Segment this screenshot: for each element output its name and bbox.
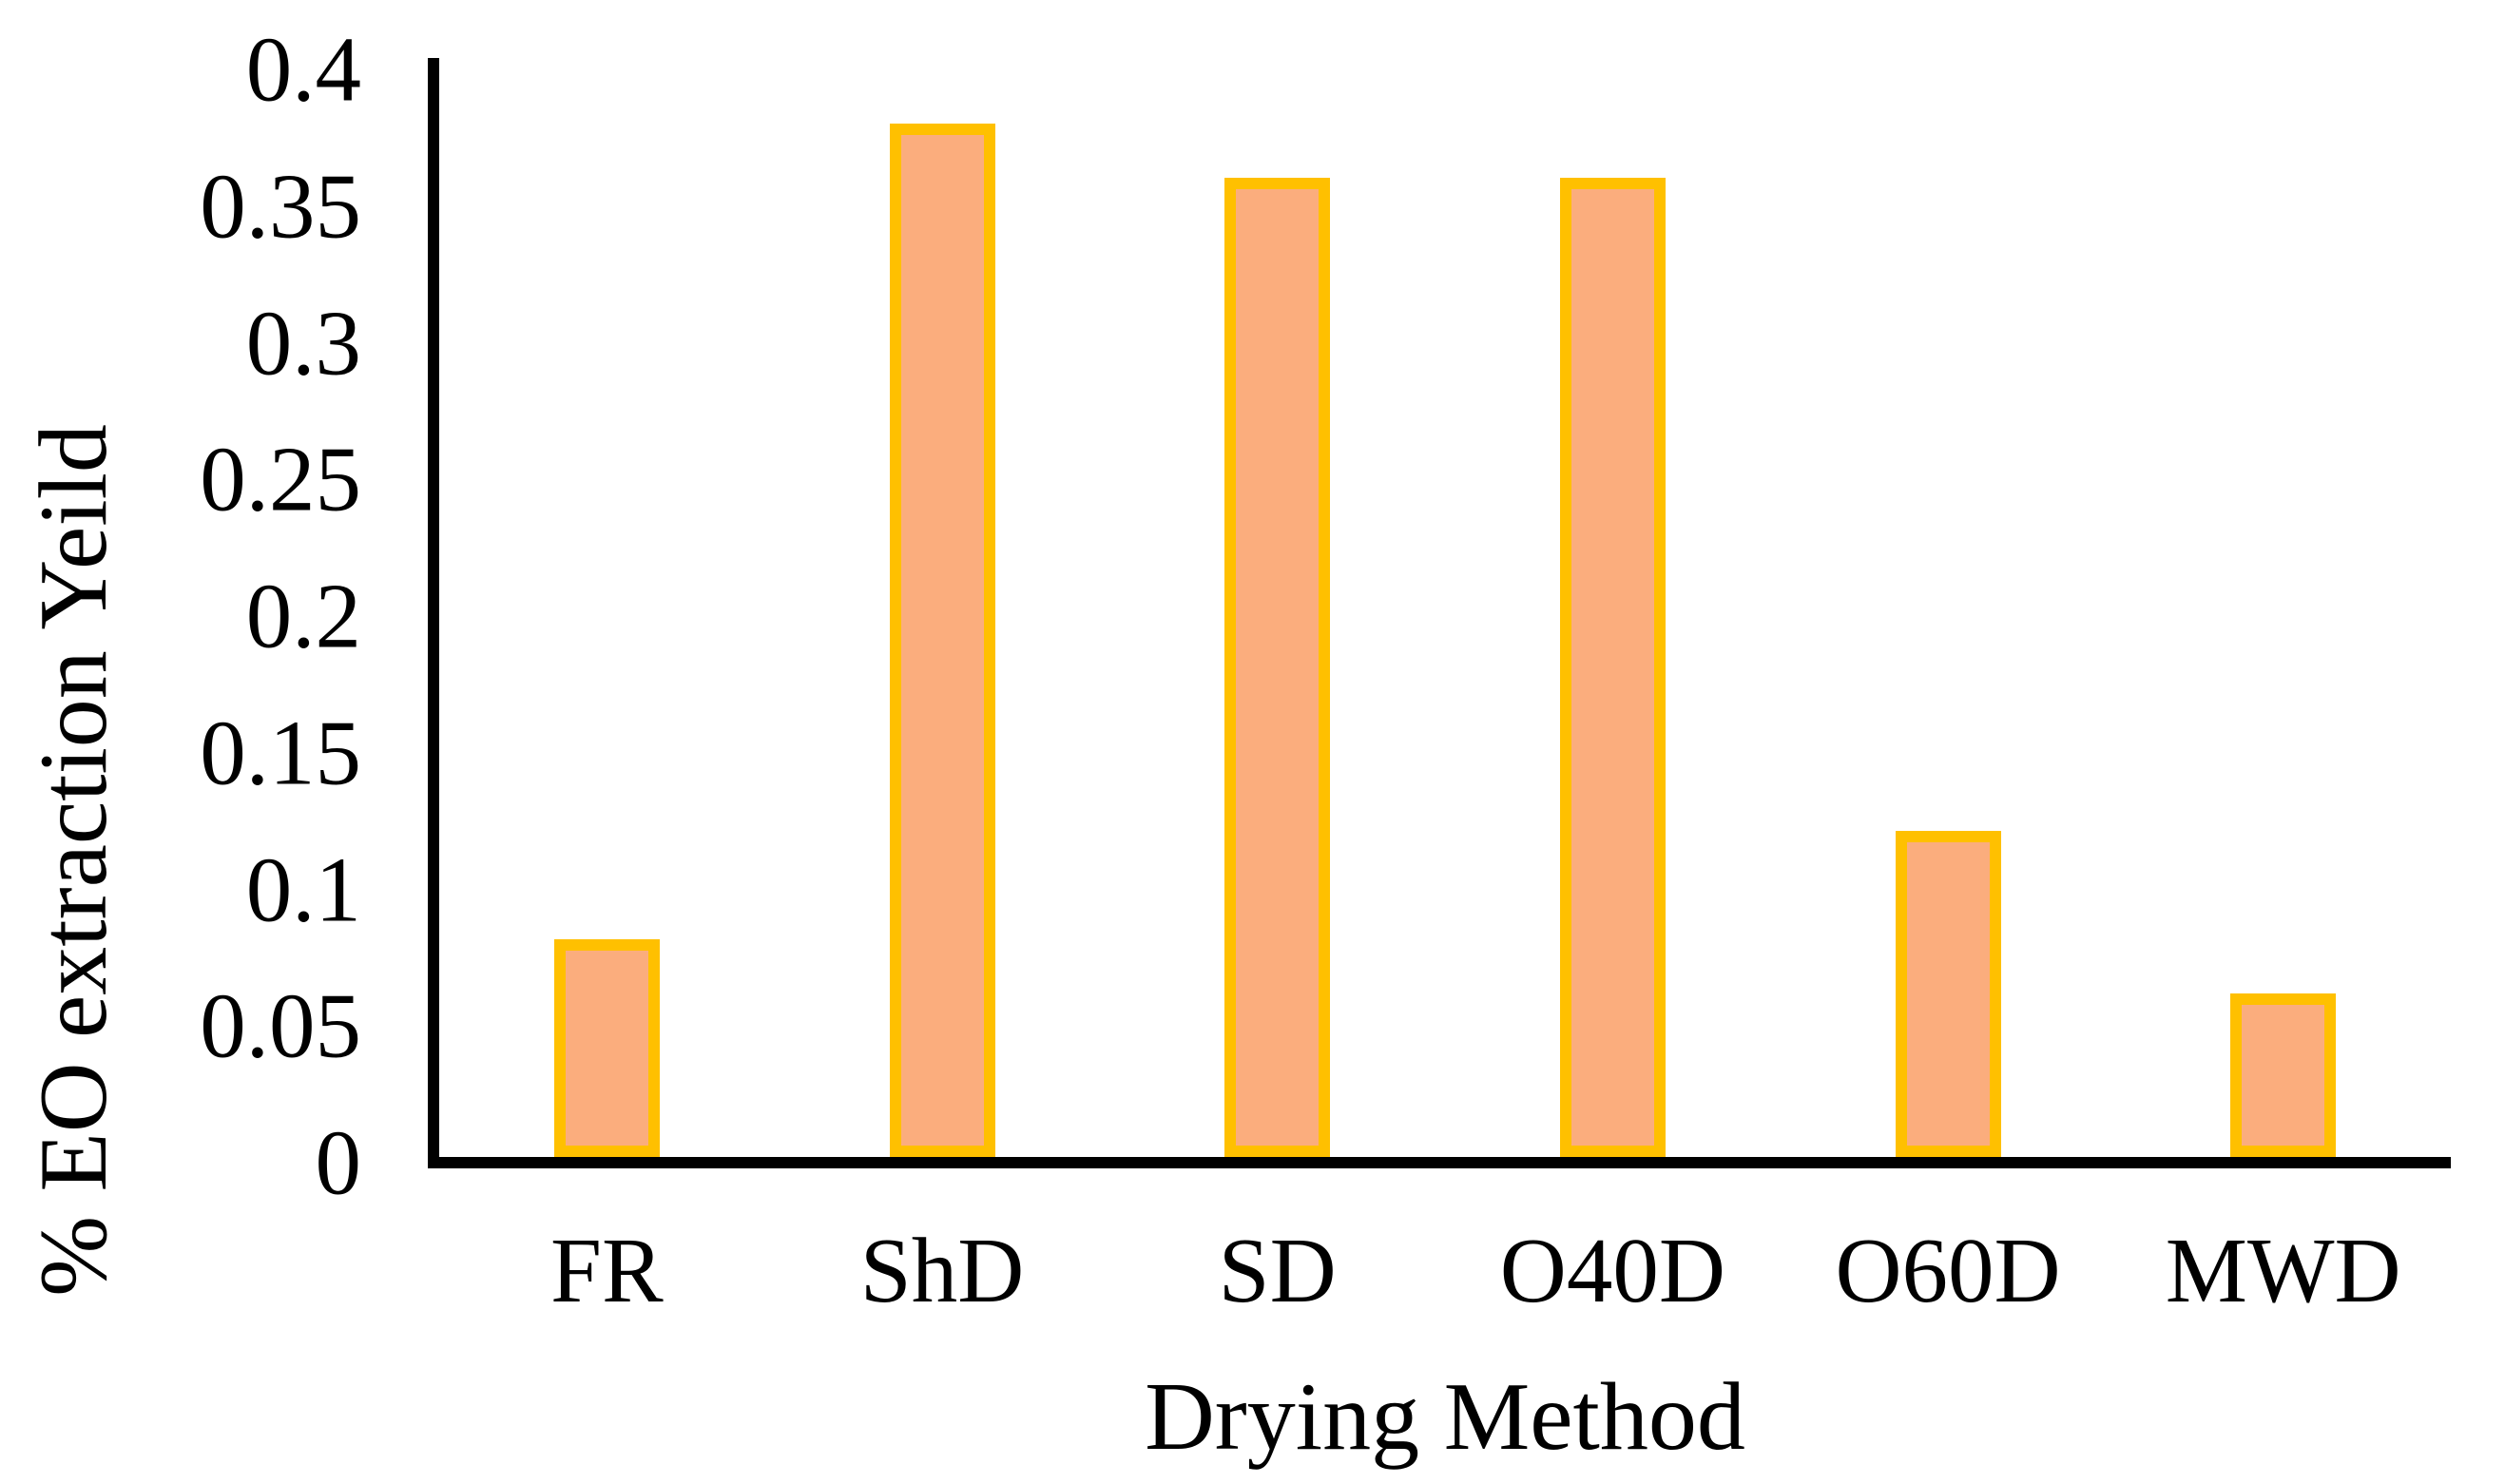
x-tick-label-ShD: ShD	[859, 1220, 1025, 1321]
y-tick-label: 0.35	[200, 155, 361, 258]
x-tick-label-FR: FR	[550, 1220, 664, 1321]
bar-SD	[1224, 178, 1331, 1157]
x-axis-title: Drying Method	[1145, 1363, 1745, 1471]
x-tick-label-O40D: O40D	[1499, 1220, 1725, 1321]
bar-O60D	[1895, 831, 2001, 1157]
y-tick-label: 0.2	[245, 565, 361, 667]
y-tick-label: 0.05	[200, 974, 361, 1077]
y-tick-label: 0.1	[245, 838, 361, 940]
plot-area	[428, 58, 2451, 1168]
y-tick-label: 0.4	[245, 18, 361, 121]
x-tick-label-SD: SD	[1218, 1220, 1337, 1321]
bar-O40D	[1559, 178, 1666, 1157]
y-tick-label: 0.3	[245, 292, 361, 394]
bar-MWD	[2230, 993, 2337, 1157]
y-tick-label: 0	[315, 1111, 362, 1214]
x-tick-label-MWD: MWD	[2165, 1220, 2401, 1321]
bar-ShD	[889, 124, 995, 1157]
bar-FR	[553, 939, 660, 1157]
x-tick-label-O60D: O60D	[1835, 1220, 2061, 1321]
y-tick-label: 0.25	[200, 428, 361, 530]
y-tick-label: 0.15	[200, 702, 361, 804]
